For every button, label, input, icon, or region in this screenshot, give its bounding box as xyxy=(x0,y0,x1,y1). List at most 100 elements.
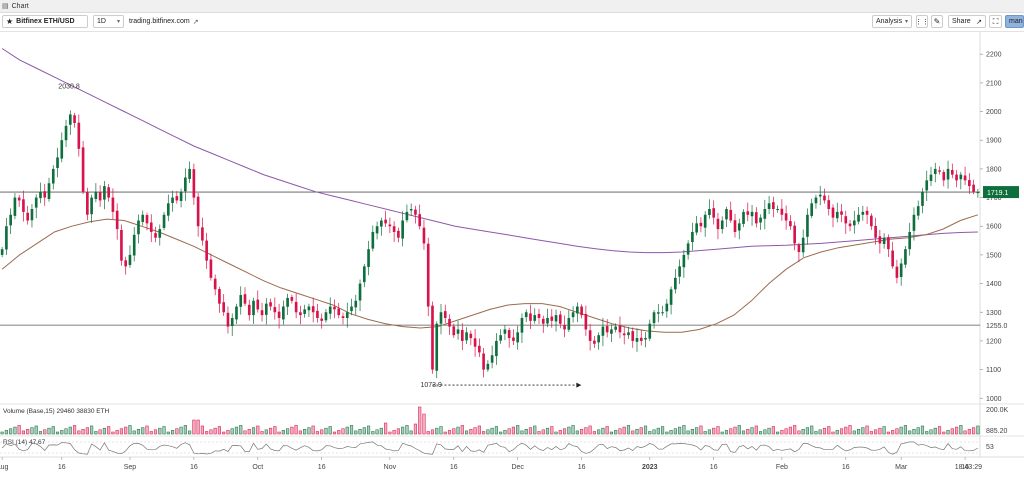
volume-bar xyxy=(852,430,856,435)
candle-body xyxy=(784,213,788,221)
interval-selector[interactable]: 1D ▾ xyxy=(93,15,124,28)
candle-body xyxy=(699,222,703,227)
candle-body xyxy=(47,183,51,199)
volume-bar xyxy=(217,426,222,435)
candle-body xyxy=(243,294,247,304)
volume-bar xyxy=(886,431,890,435)
y-tick-label: 1000 xyxy=(986,396,1002,403)
volume-bar xyxy=(413,423,417,435)
source-link[interactable]: trading.bitfinex.com ↗ xyxy=(129,15,199,28)
level-price-label: 1255.0 xyxy=(986,323,1008,330)
candle-body xyxy=(929,174,933,181)
candle-body xyxy=(887,237,890,250)
volume-bar xyxy=(673,428,677,435)
candle-body xyxy=(733,220,737,232)
volume-bar xyxy=(494,426,498,435)
volume-bar xyxy=(124,426,128,435)
candle-body xyxy=(218,289,221,304)
candle-body xyxy=(550,316,554,321)
y-tick-label: 1800 xyxy=(986,166,1002,173)
candle-body xyxy=(729,209,733,221)
volume-bar xyxy=(545,427,550,435)
candle-body xyxy=(56,157,59,169)
volume-bar xyxy=(77,430,81,435)
symbol-selector[interactable]: ★ Bitfinex ETH/USD xyxy=(2,15,88,28)
volume-bar xyxy=(111,431,115,435)
candle-body xyxy=(835,211,839,219)
candle-body xyxy=(972,184,975,192)
candle-body xyxy=(5,226,8,250)
candlestick-chart[interactable]: 2200 2100 2000 1900 1800 1700 1600 1500 1400 1300… xyxy=(0,32,1024,485)
candle-body xyxy=(213,278,217,290)
volume-bar xyxy=(733,426,737,435)
candle-body xyxy=(946,168,950,180)
volume-bar xyxy=(963,430,967,435)
volume-bar xyxy=(567,426,571,435)
volume-bar xyxy=(43,429,47,435)
volume-bar xyxy=(47,427,51,435)
candle-body xyxy=(141,214,145,222)
window-tab-bar: ▤ Chart xyxy=(0,0,1024,13)
candle-body xyxy=(230,317,234,327)
fullscreen-button[interactable]: ⛶ xyxy=(989,15,1002,28)
volume-bar xyxy=(98,429,102,435)
candle-body xyxy=(593,340,596,344)
candle-body xyxy=(916,206,920,216)
draw-button[interactable]: ✎ xyxy=(931,15,943,28)
candle-body xyxy=(299,312,302,316)
star-icon: ★ xyxy=(6,17,14,26)
tab-chart[interactable]: ▤ Chart xyxy=(2,0,29,12)
manual-button[interactable]: manu xyxy=(1005,15,1024,28)
volume-bar xyxy=(303,429,307,435)
volume-bar xyxy=(456,426,460,435)
candle-body xyxy=(426,243,430,307)
chart-area[interactable]: 2200 2100 2000 1900 1800 1700 1600 1500 1400 1300… xyxy=(0,32,1024,485)
candle-body xyxy=(448,318,451,327)
candle-body xyxy=(610,329,613,334)
candle-body xyxy=(955,174,958,181)
volume-bar xyxy=(170,430,175,435)
volume-bar xyxy=(554,431,558,435)
volume-bar xyxy=(132,430,136,435)
volume-bar xyxy=(690,429,694,435)
candle-body xyxy=(422,227,426,244)
candle-body xyxy=(767,203,771,210)
volume-bar xyxy=(260,431,264,435)
share-button[interactable]: Share ↗ xyxy=(948,15,986,28)
volume-bar xyxy=(222,431,226,435)
rsi-line xyxy=(1,441,979,455)
volume-bar xyxy=(392,430,396,435)
volume-bar xyxy=(716,426,720,435)
volume-bar xyxy=(682,425,686,435)
volume-bar xyxy=(486,429,490,435)
external-link-icon: ↗ xyxy=(976,18,982,26)
volume-bar xyxy=(797,430,801,435)
candle-body xyxy=(789,221,792,227)
y-tick-label: 1200 xyxy=(986,338,1002,345)
analysis-menu[interactable]: Analysis ▾ xyxy=(872,15,912,28)
candle-body xyxy=(810,203,814,216)
volume-bar xyxy=(835,430,839,435)
x-tick-label: Mar xyxy=(895,464,908,471)
volume-bar xyxy=(205,431,209,435)
volume-bar xyxy=(575,430,579,435)
y-tick-label: 2100 xyxy=(986,80,1002,87)
candle-body xyxy=(68,114,72,125)
volume-bar xyxy=(324,427,328,435)
volume-bar xyxy=(68,426,72,435)
volume-bar xyxy=(358,429,362,435)
volume-bar xyxy=(895,428,899,435)
x-tick-label: Nov xyxy=(384,464,397,471)
volume-bar xyxy=(622,426,626,435)
candle-body xyxy=(737,223,741,231)
volume-bar xyxy=(805,427,809,435)
candle-body xyxy=(938,170,941,172)
volume-bar xyxy=(452,428,456,435)
candle-body xyxy=(401,220,404,239)
candle-body xyxy=(682,254,686,268)
volume-bar xyxy=(482,431,486,435)
candle-body xyxy=(60,140,64,159)
candle-body xyxy=(801,237,805,253)
compare-button[interactable]: ⋮⋮ xyxy=(915,15,929,28)
candle-body xyxy=(597,335,600,343)
